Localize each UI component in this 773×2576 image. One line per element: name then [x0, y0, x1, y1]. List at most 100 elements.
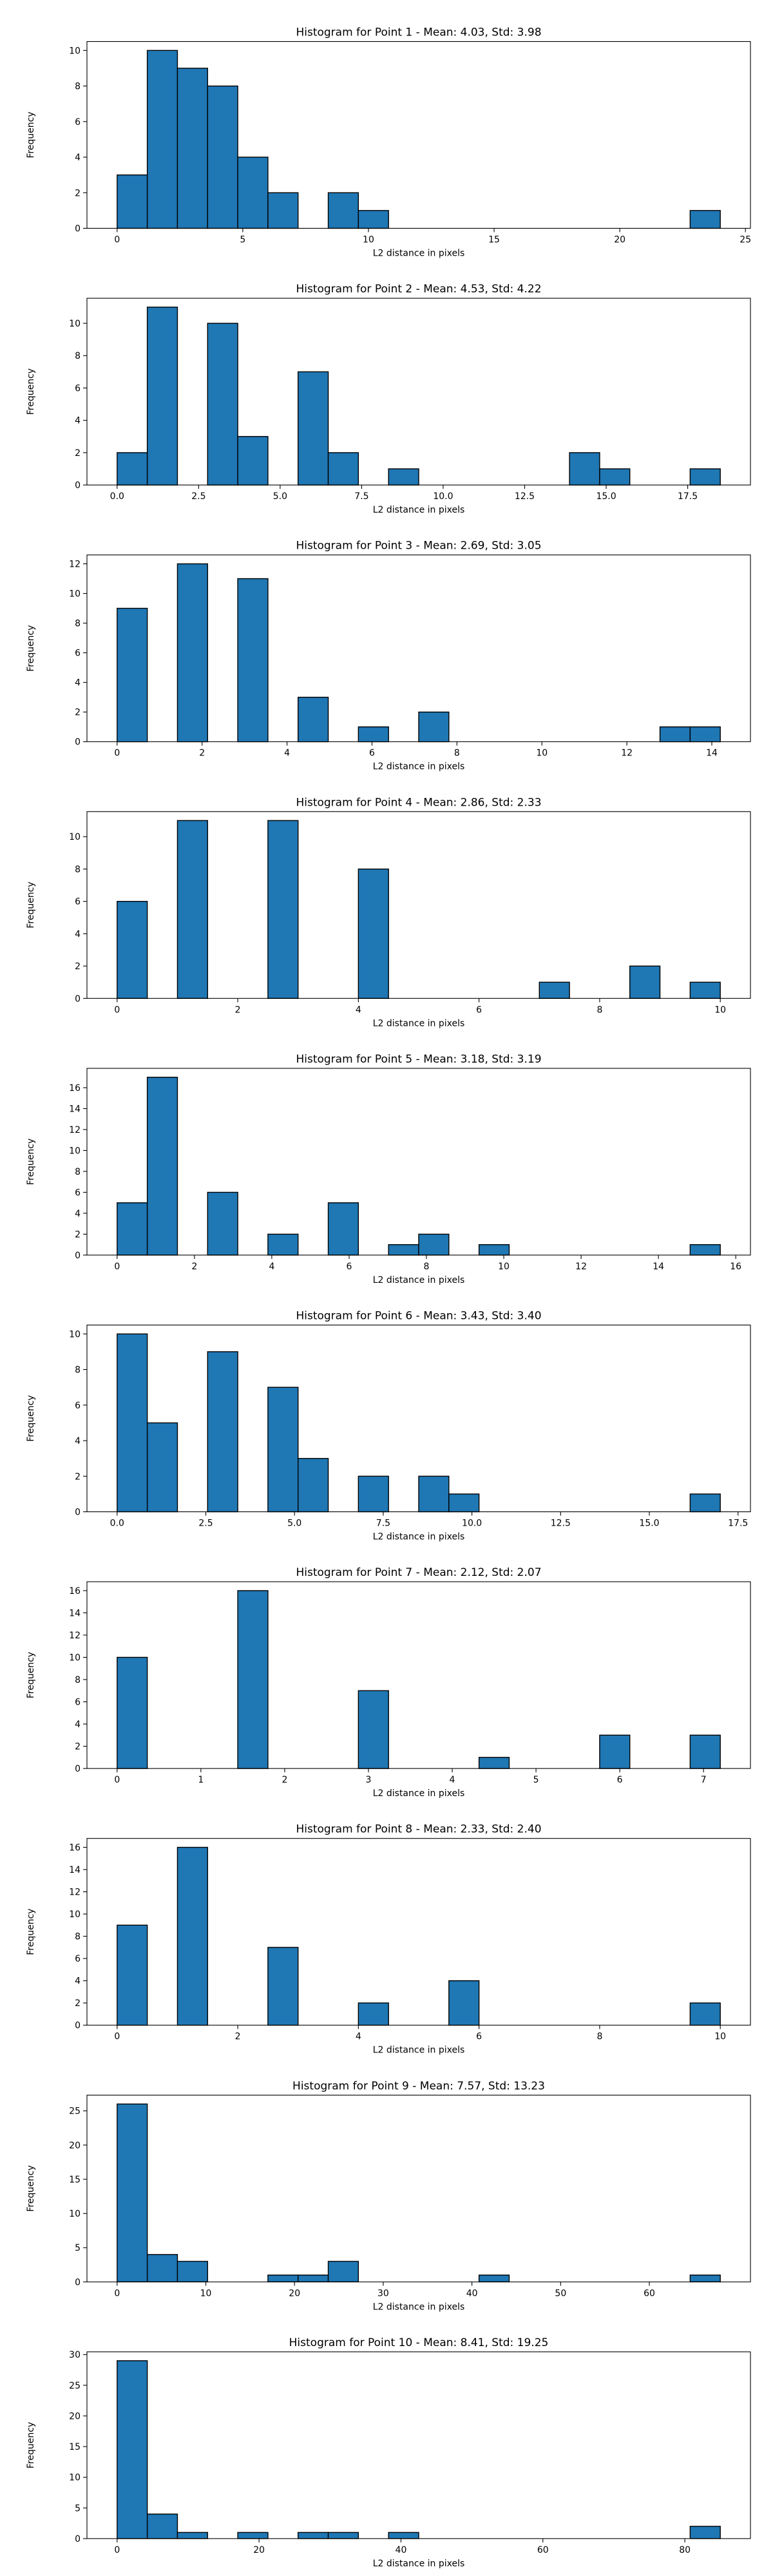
x-tick-label: 20	[289, 2288, 300, 2298]
x-tick-label: 60	[644, 2288, 655, 2298]
histogram-bar	[358, 726, 389, 743]
y-axis-label: Frequency	[26, 368, 36, 415]
x-tick-label: 10.0	[462, 1519, 482, 1529]
y-tick-label: 6	[75, 117, 81, 128]
axes-frame	[86, 554, 751, 743]
y-tick-label: 12	[69, 1888, 81, 1898]
histogram-bar	[117, 1924, 148, 2026]
x-tick-label: 20	[614, 235, 625, 245]
x-tick-label: 15	[488, 235, 500, 245]
histogram-bar	[146, 50, 178, 229]
histogram-bar	[298, 696, 329, 743]
y-tick-label: 6	[75, 1401, 81, 1411]
y-tick-label: 2	[75, 1998, 81, 2009]
histogram-bar	[659, 726, 691, 743]
chart-title: Histogram for Point 5 - Mean: 3.18, Std:…	[296, 1053, 541, 1066]
histogram-bar	[327, 1202, 359, 1256]
x-tick-label: 6	[617, 1775, 623, 1785]
histogram-bar	[327, 2532, 359, 2539]
x-tick-label: 17.5	[728, 1519, 748, 1529]
histogram-bar	[689, 726, 721, 743]
y-tick-label: 5	[75, 2243, 81, 2253]
histogram-bar	[146, 2514, 178, 2539]
histogram-bar	[237, 436, 269, 486]
y-tick-label: 20	[69, 2141, 81, 2151]
y-tick-label: 8	[75, 1932, 81, 1942]
y-tick-label: 4	[75, 1436, 81, 1446]
histogram-bar	[418, 711, 450, 743]
histogram-bar	[689, 2002, 721, 2026]
chart-title: Histogram for Point 8 - Mean: 2.33, Std:…	[296, 1823, 541, 1836]
y-tick-label: 10	[69, 1909, 81, 1920]
x-tick-label: 2.5	[191, 491, 205, 502]
histogram-bar	[298, 2532, 329, 2539]
x-tick-label: 6	[476, 2032, 482, 2042]
histogram-bar	[358, 1475, 389, 1513]
histogram-bar	[267, 2274, 299, 2282]
histogram-bar	[689, 2274, 721, 2282]
histogram-bar	[117, 452, 148, 486]
y-tick-label: 0	[75, 1508, 81, 1518]
histogram-bar	[177, 563, 208, 743]
histogram-bar	[207, 85, 238, 229]
x-tick-label: 4	[269, 1262, 274, 1272]
histogram-bar	[177, 2532, 208, 2539]
x-tick-label: 16	[730, 1262, 741, 1272]
x-tick-label: 4	[356, 1005, 361, 1015]
chart-title: Histogram for Point 3 - Mean: 2.69, Std:…	[296, 540, 541, 553]
x-axis-label: L2 distance in pixels	[373, 2045, 465, 2056]
y-axis-label: Frequency	[26, 2165, 36, 2211]
histogram-bar	[629, 965, 661, 999]
y-axis-label: Frequency	[26, 2422, 36, 2468]
x-tick-label: 6	[346, 1262, 352, 1272]
y-tick-label: 4	[75, 929, 81, 940]
histogram-bar	[207, 323, 238, 486]
histogram-bar	[327, 192, 359, 229]
y-tick-label: 2	[75, 1742, 81, 1752]
histogram-bar	[539, 981, 570, 999]
x-tick-label: 12	[575, 1262, 587, 1272]
histogram-bar	[237, 1590, 269, 1769]
histogram-bar	[418, 1475, 450, 1513]
y-tick-label: 4	[75, 678, 81, 688]
y-axis-label: Frequency	[26, 1139, 36, 1185]
x-tick-label: 0	[114, 1005, 120, 1015]
x-tick-label: 40	[396, 2545, 407, 2555]
x-tick-label: 0	[114, 2288, 120, 2298]
y-tick-label: 2	[75, 1472, 81, 1482]
histogram-chart-9: Histogram for Point 9 - Mean: 7.57, Std:…	[26, 2079, 751, 2312]
histogram-bar	[237, 2532, 269, 2539]
x-tick-label: 80	[679, 2545, 691, 2555]
x-tick-label: 2	[199, 748, 205, 759]
y-tick-label: 14	[69, 1865, 81, 1875]
y-tick-label: 10	[69, 589, 81, 600]
axes-frame	[86, 298, 751, 486]
x-tick-label: 7.5	[354, 491, 368, 502]
y-tick-label: 4	[75, 416, 81, 426]
y-tick-label: 10	[69, 1653, 81, 1663]
y-tick-label: 15	[69, 2175, 81, 2185]
histogram-bar	[267, 1233, 299, 1256]
y-axis-label: Frequency	[26, 1909, 36, 1955]
x-tick-label: 12.5	[551, 1519, 571, 1529]
histogram-chart-3: Histogram for Point 3 - Mean: 2.69, Std:…	[26, 540, 751, 772]
y-tick-label: 20	[69, 2411, 81, 2421]
x-tick-label: 5.0	[273, 491, 287, 502]
axes-frame	[86, 2094, 751, 2282]
chart-title: Histogram for Point 6 - Mean: 3.43, Std:…	[296, 1310, 541, 1323]
y-tick-label: 6	[75, 1954, 81, 1964]
histogram-bar	[237, 156, 269, 229]
y-tick-label: 25	[69, 2381, 81, 2391]
x-axis-label: L2 distance in pixels	[373, 1788, 465, 1799]
histogram-bar	[388, 468, 419, 486]
x-tick-label: 10	[536, 748, 548, 759]
y-tick-label: 16	[69, 1083, 81, 1094]
x-tick-label: 7.5	[376, 1519, 390, 1529]
histogram-bar	[298, 1457, 329, 1513]
y-tick-label: 10	[69, 1329, 81, 1340]
x-tick-label: 5	[240, 235, 245, 245]
x-tick-label: 30	[377, 2288, 389, 2298]
y-tick-label: 10	[69, 1146, 81, 1156]
histogram-bar	[388, 1244, 419, 1256]
histogram-bar	[146, 2254, 178, 2282]
